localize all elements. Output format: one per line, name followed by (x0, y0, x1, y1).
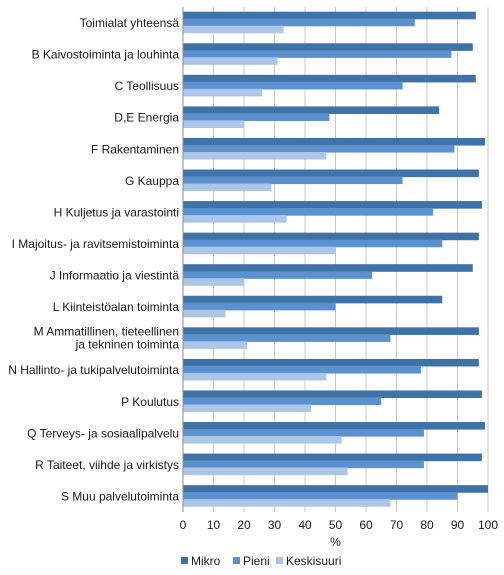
bar-keskisuuri (183, 436, 342, 444)
bar-pieni (183, 144, 455, 153)
x-tick-label: 100 (478, 518, 498, 532)
x-tick-label: 0 (180, 518, 187, 532)
bar-keskisuuri (183, 183, 272, 192)
legend: Mikro Pieni Keskisuuri (181, 554, 341, 568)
bar-pieni (183, 81, 403, 90)
legend-label-pieni: Pieni (243, 554, 270, 568)
bar-pieni (183, 429, 424, 437)
bar-mikro (183, 453, 482, 462)
x-tick-label: 70 (390, 518, 404, 532)
bar-keskisuuri (183, 25, 284, 34)
bar-keskisuuri (183, 467, 348, 476)
x-tick-label: 30 (268, 518, 282, 532)
bar-keskisuuri (183, 404, 312, 413)
x-tick-label: 40 (298, 518, 312, 532)
category-label: ja tekninen toiminta (75, 338, 180, 352)
bar-keskisuuri (183, 151, 327, 160)
value-axis: 0 10 20 30 40 50 60 70 80 90 100 (180, 7, 498, 532)
bar-mikro (183, 169, 479, 178)
bar-mikro (183, 327, 479, 335)
bar-mikro (183, 295, 443, 304)
category-label: L Kiinteistöalan toiminta (53, 300, 180, 314)
bar-mikro (183, 11, 476, 20)
category-label: S Muu palvelutoiminta (61, 489, 179, 503)
bar-keskisuuri (183, 499, 391, 507)
legend-swatch-mikro (181, 557, 188, 564)
category-label: P Koulutus (121, 395, 179, 409)
category-label: Q Terveys- ja sosiaalipalvelu (27, 426, 179, 440)
x-tick-label: 20 (237, 518, 251, 532)
legend-label-keskisuuri: Keskisuuri (286, 554, 341, 568)
bar-mikro (183, 232, 479, 241)
x-tick-label: 80 (420, 518, 434, 532)
category-label: C Teollisuus (115, 79, 179, 93)
bar-pieni (183, 492, 458, 500)
bar-pieni (183, 397, 382, 406)
category-label: R Taiteet, viihde ja virkistys (35, 458, 179, 472)
category-label: M Ammatillinen, tieteellinen (34, 325, 179, 339)
bar-pieni (183, 176, 403, 185)
bar-mikro (183, 390, 482, 399)
bar-keskisuuri (183, 278, 244, 286)
bar-pieni (183, 334, 391, 342)
legend-swatch-pieni (233, 557, 240, 564)
bar-pieni (183, 50, 452, 58)
bar-mikro (183, 201, 482, 209)
category-label: I Majoitus- ja ravitsemistoiminta (12, 237, 180, 251)
bar-mikro (183, 485, 488, 493)
bar-keskisuuri (183, 120, 244, 128)
bar-mikro (183, 74, 476, 83)
bar-pieni (183, 239, 443, 248)
bar-pieni (183, 271, 373, 279)
bar-keskisuuri (183, 88, 263, 97)
bar-pieni (183, 302, 336, 311)
bar-pieni (183, 113, 330, 121)
category-label: N Hallinto- ja tukipalvelutoiminta (8, 363, 179, 377)
category-label: F Rakentaminen (91, 142, 179, 156)
bar-mikro (183, 137, 485, 146)
bar-pieni (183, 460, 424, 469)
legend-swatch-keskisuuri (276, 557, 283, 564)
x-tick-label: 50 (329, 518, 343, 532)
category-label: D,E Energia (114, 111, 179, 125)
category-label: H Kuljetus ja varastointi (54, 205, 179, 219)
bar-mikro (183, 422, 485, 430)
bar-pieni (183, 18, 415, 27)
bars (183, 11, 488, 507)
bar-mikro (183, 358, 479, 367)
category-label: B Kaivostoiminta ja louhinta (32, 48, 180, 62)
category-label: Toimialat yhteensä (80, 16, 180, 30)
bar-pieni (183, 208, 434, 216)
bar-mikro (183, 43, 473, 51)
bar-mikro (183, 106, 440, 114)
x-tick-label: 90 (451, 518, 465, 532)
bar-mikro (183, 264, 473, 272)
bar-keskisuuri (183, 57, 278, 65)
bar-pieni (183, 365, 421, 374)
category-label: G Kauppa (125, 174, 179, 188)
x-tick-label: 60 (359, 518, 373, 532)
category-labels: Toimialat yhteensä B Kaivostoiminta ja lo… (8, 16, 179, 503)
bar-keskisuuri (183, 341, 248, 349)
legend-label-mikro: Mikro (191, 554, 221, 568)
bar-keskisuuri (183, 215, 287, 223)
category-label: J Informaatio ja viestintä (50, 269, 180, 283)
bar-keskisuuri (183, 372, 327, 381)
x-axis-title: % (330, 535, 341, 549)
x-tick-label: 10 (207, 518, 221, 532)
bar-keskisuuri (183, 309, 226, 318)
bar-keskisuuri (183, 246, 336, 255)
